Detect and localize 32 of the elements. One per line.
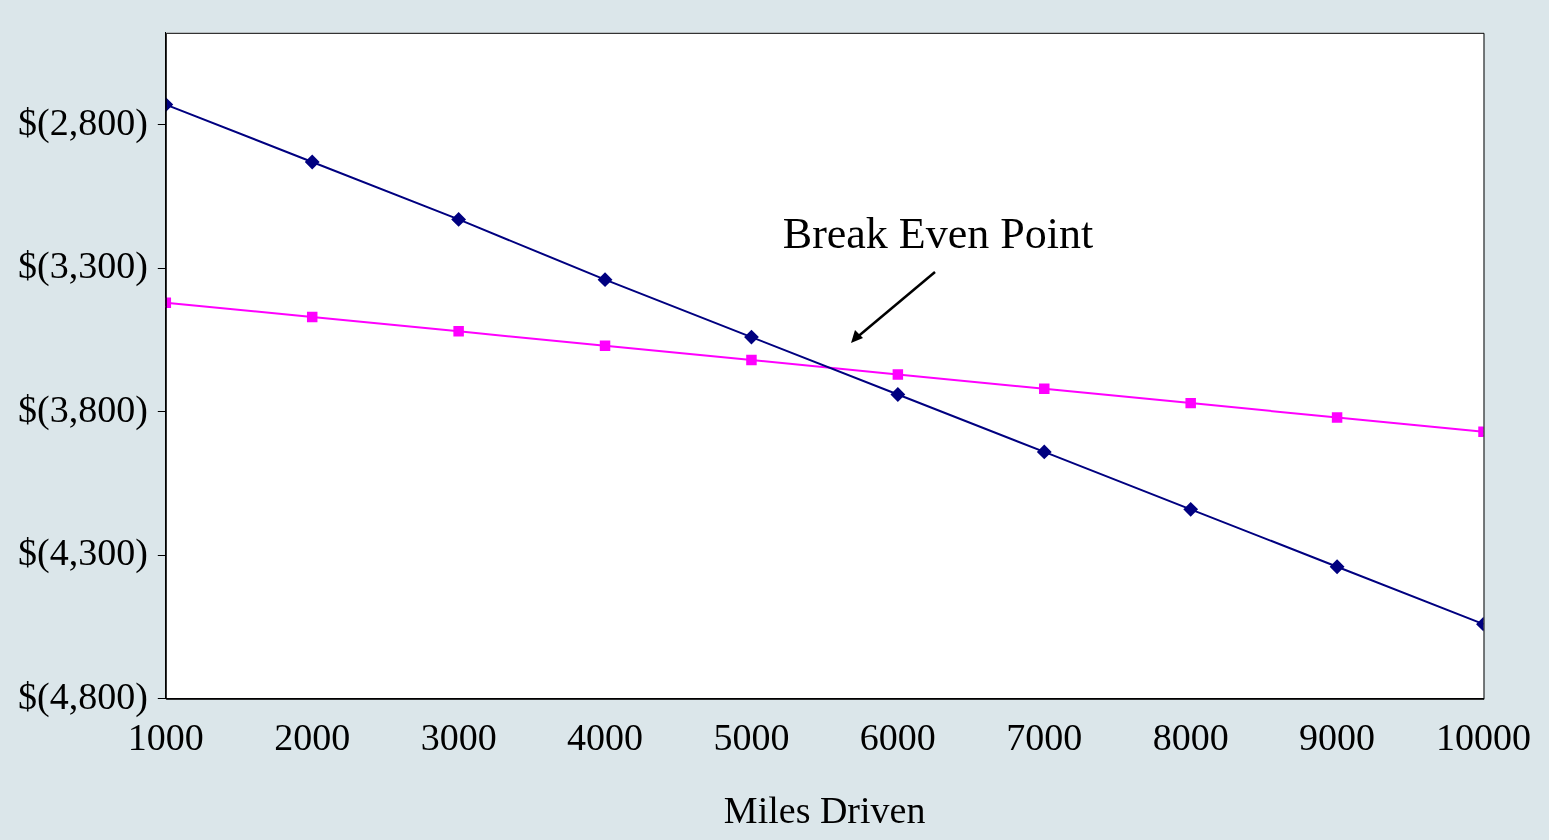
point <box>1330 559 1345 574</box>
point <box>599 340 611 351</box>
point <box>746 354 757 366</box>
x-axis-title: Miles Driven <box>723 789 926 832</box>
point <box>890 387 905 402</box>
point <box>451 212 466 227</box>
point <box>1037 444 1052 459</box>
point <box>892 369 904 380</box>
point <box>598 272 613 287</box>
x-tick-label: 6000 <box>859 715 936 758</box>
point <box>453 326 464 337</box>
x-tick-label: 3000 <box>420 715 497 758</box>
x-tick-label: 4000 <box>567 715 644 758</box>
point <box>306 311 318 323</box>
x-tick-label: 8000 <box>1152 715 1229 758</box>
point <box>1039 383 1050 395</box>
x-tick-label: 9000 <box>1299 715 1376 758</box>
y-tick-label: $(3,300) <box>18 244 148 288</box>
point <box>744 330 759 345</box>
y-tick-label: $(2,800) <box>18 100 148 144</box>
x-tick-label: 2000 <box>274 715 351 758</box>
y-tick-label: $(4,800) <box>18 674 148 718</box>
annotation: Break Even Point <box>782 207 1094 259</box>
x-tick-label: 5000 <box>713 715 790 758</box>
point <box>1183 502 1198 517</box>
point <box>305 154 320 169</box>
y-tick-label: $(3,800) <box>18 387 148 431</box>
y-tick-label: $(4,300) <box>18 531 148 575</box>
x-tick-label: 7000 <box>1006 715 1083 758</box>
point <box>1331 412 1343 423</box>
point <box>1185 397 1196 409</box>
x-tick-label: 10000 <box>1436 715 1531 758</box>
